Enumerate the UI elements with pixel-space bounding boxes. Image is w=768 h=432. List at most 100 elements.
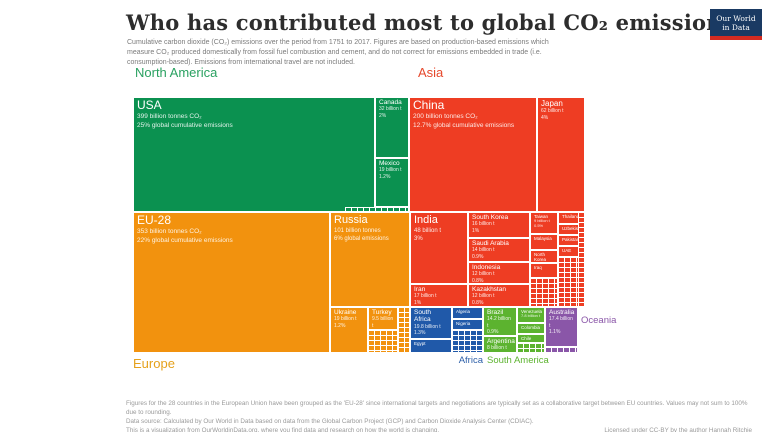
oceania-name: Oceania <box>581 315 617 326</box>
europe-small-countries-grid-2[interactable] <box>398 307 410 353</box>
egypt-label: Egypt <box>414 341 426 346</box>
pakistan-label: Pakistan <box>562 237 580 242</box>
treemap-box-colombia[interactable]: Colombia <box>517 323 545 334</box>
iran-tonnes: 17 billion t <box>414 293 437 300</box>
treemap-box-turkey[interactable]: Turkey 9.5 billion t 0.6% <box>368 307 398 330</box>
asia-tonnes: 457 billion tonnes CO₂ <box>418 80 493 90</box>
usa-tonnes: 399 billion tonnes CO₂ <box>137 112 202 120</box>
logo-accent-bar <box>710 36 762 40</box>
australia-share: 1.1% <box>549 328 561 335</box>
treemap-box-australia[interactable]: Australia 17.4 billion t 1.1% <box>545 307 578 347</box>
footer-source: Data source: Calculated by Our World in … <box>126 418 534 426</box>
treemap-box-south-korea[interactable]: South Korea 16 billion t 1% <box>468 212 530 238</box>
saudi-arabia-share: 0.9% <box>472 253 484 260</box>
region-label-africa: Africa 43 billion tonnes CO₂ 3% global e… <box>400 355 483 383</box>
treemap-box-argentina[interactable]: Argentina 8 billion t <box>483 336 517 353</box>
iran-label: Iran <box>414 286 426 293</box>
china-share: 12.7% global cumulative emissions <box>413 121 515 129</box>
logo-line1: Our World <box>716 14 756 23</box>
asia-name: Asia <box>418 65 444 80</box>
thailand-label: Thailand <box>562 214 580 219</box>
treemap-box-south-africa[interactable]: South Africa 19.8 billion t 1.3% <box>410 307 452 339</box>
page-title: Who has contributed most to global CO₂ e… <box>126 10 747 35</box>
malaysia-label: Malaysia <box>534 236 552 241</box>
treemap-box-ukraine[interactable]: Ukraine 19 billion t 1.2% <box>330 307 368 353</box>
region-label-south-america: South America 40 billion tonnes CO₂ 3% g… <box>487 355 549 383</box>
treemap-box-chile[interactable]: Chile <box>517 334 545 343</box>
canada-label: Canada <box>379 99 402 106</box>
region-label-europe: Europe 514 billion tonnes CO₂ 33% global… <box>133 356 251 393</box>
north-america-small-countries-grid[interactable] <box>345 207 409 212</box>
algeria-label: Algeria <box>456 309 471 314</box>
treemap-box-brazil[interactable]: Brazil 14.2 billion t 0.9% <box>483 307 517 336</box>
treemap-box-iraq[interactable]: Iraq <box>530 263 558 278</box>
taiwan-label: Taiwan <box>534 214 549 219</box>
europe-small-countries-grid-1[interactable] <box>368 330 398 353</box>
treemap-box-india[interactable]: India 48 billion t 3% <box>410 212 468 284</box>
mexico-tonnes: 19 billion t <box>379 167 402 174</box>
venezuela-tonnes: 7.8 billion t <box>521 313 541 319</box>
north-america-name: North America <box>135 65 218 80</box>
argentina-label: Argentina <box>487 338 515 345</box>
africa-tonnes: 43 billion tonnes CO₂ <box>421 366 483 374</box>
south-africa-label: South Africa <box>414 309 431 324</box>
colombia-label: Colombia <box>521 325 541 330</box>
india-share: 3% <box>414 235 423 242</box>
brazil-tonnes: 14.2 billion t <box>487 316 511 329</box>
taiwan-tonnes: 9 billion t <box>534 218 550 224</box>
north-america-share: 29% global cumulative emissions <box>135 90 246 100</box>
treemap-box-usa[interactable]: USA 399 billion tonnes CO₂ 25% global cu… <box>133 97 375 212</box>
treemap-box-iran[interactable]: Iran 17 billion t 1% <box>410 284 468 307</box>
asia-small-countries-grid-1[interactable] <box>530 278 558 307</box>
asia-small-countries-grid-3[interactable] <box>578 212 585 307</box>
japan-label: Japan <box>541 99 563 108</box>
oceania-small-countries-grid[interactable] <box>545 347 578 353</box>
owid-logo[interactable]: Our World in Data <box>710 9 762 40</box>
treemap-box-eu28[interactable]: EU-28 353 billion tonnes CO₂ 22% global … <box>133 212 330 353</box>
mexico-share: 1.2% <box>379 173 391 180</box>
treemap-box-japan[interactable]: Japan 62 billion t 4% <box>537 97 585 212</box>
footer-license: Licensed under CC-BY by the author Hanna… <box>604 427 752 432</box>
treemap-box-kazakhstan[interactable]: Kazakhstan 12 billion t 0.8% <box>468 284 530 307</box>
north-america-tonnes: 457 billion tonnes CO₂ <box>135 80 210 90</box>
russia-tonnes: 101 billion tonnes <box>334 227 381 234</box>
africa-small-countries-grid[interactable] <box>452 330 483 353</box>
treemap-box-venezuela[interactable]: Venezuela 7.8 billion t <box>517 307 545 323</box>
south-korea-label: South Korea <box>472 214 509 221</box>
india-tonnes: 48 billion t <box>414 227 442 234</box>
south-korea-tonnes: 16 billion t <box>472 221 495 228</box>
south-america-share: 3% global emissions <box>487 374 547 382</box>
footer-site[interactable]: This is a visualization from OurWorldinD… <box>126 427 440 432</box>
treemap-box-malaysia[interactable]: Malaysia <box>530 234 558 250</box>
europe-name: Europe <box>133 356 175 371</box>
india-label: India <box>414 214 438 226</box>
chart-subtitle: Cumulative carbon dioxide (CO₂) emission… <box>127 39 549 66</box>
treemap-box-indonesia[interactable]: Indonesia 12 billion t 0.8% <box>468 262 530 284</box>
ukraine-tonnes: 19 billion t <box>334 316 357 323</box>
region-header-asia: Asia 457 billion tonnes CO₂ 29% global c… <box>418 65 528 100</box>
treemap-box-north-korea[interactable]: North Korea <box>530 250 558 263</box>
canada-share: 2% <box>379 112 387 119</box>
treemap-box-egypt[interactable]: Egypt <box>410 339 452 353</box>
uae-label: UAE <box>562 248 572 253</box>
treemap-box-nigeria[interactable]: Nigeria <box>452 319 483 330</box>
treemap-box-taiwan[interactable]: Taiwan 9 billion t 0.5% <box>530 212 558 234</box>
south-america-small-countries-grid[interactable] <box>517 343 545 353</box>
region-header-north-america: North America 457 billion tonnes CO₂ 29%… <box>135 65 246 100</box>
south-america-name: South America <box>487 355 549 366</box>
treemap-box-canada[interactable]: Canada 32 billion t 2% <box>375 97 409 158</box>
treemap-box-saudi-arabia[interactable]: Saudi Arabia 14 billion t 0.9% <box>468 238 530 262</box>
kazakhstan-tonnes: 12 billion t <box>472 293 495 300</box>
uzbekistan-label: Uzbekistan <box>562 226 585 231</box>
treemap-box-mexico[interactable]: Mexico 19 billion t 1.2% <box>375 158 409 207</box>
japan-tonnes: 62 billion t <box>541 108 564 115</box>
treemap-box-russia[interactable]: Russia 101 billion tonnes 6% global emis… <box>330 212 410 307</box>
venezuela-label: Venezuela <box>521 309 543 314</box>
china-label: China <box>413 98 445 112</box>
brazil-label: Brazil <box>487 309 504 316</box>
south-america-tonnes: 40 billion tonnes CO₂ <box>487 366 549 374</box>
treemap-box-china[interactable]: China 200 billion tonnes CO₂ 12.7% globa… <box>409 97 537 212</box>
treemap-box-algeria[interactable]: Algeria <box>452 307 483 319</box>
ukraine-label: Ukraine <box>334 309 357 316</box>
